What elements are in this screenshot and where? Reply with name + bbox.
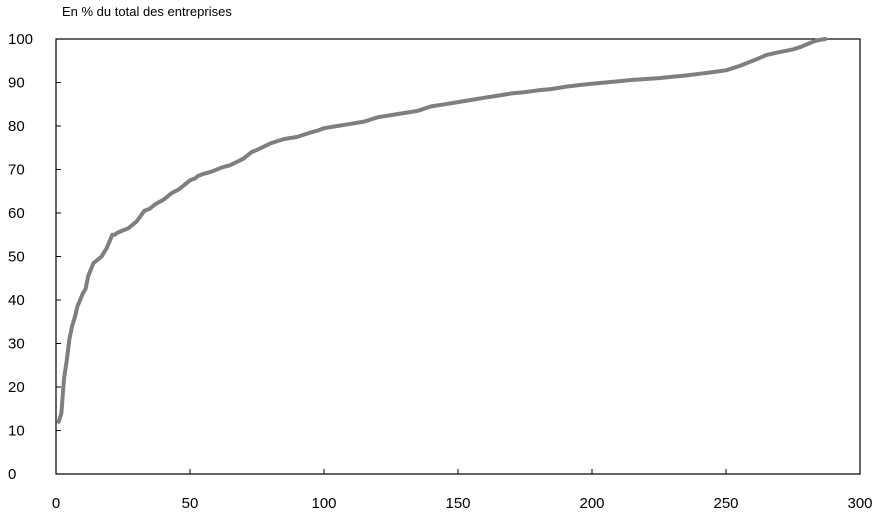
y-tick-label: 90 [8,75,25,92]
y-tick-label: 40 [8,292,25,309]
y-tick-label: 0 [8,466,16,483]
y-tick-label: 100 [8,31,33,48]
y-tick-label: 80 [8,118,25,135]
y-tick-label: 20 [8,379,25,396]
x-tick-label: 200 [579,495,604,512]
y-tick-label: 50 [8,249,25,266]
x-tick-label: 50 [182,495,199,512]
plot-frame [55,38,861,475]
x-tick-label: 250 [713,495,738,512]
x-tick-label: 100 [311,495,336,512]
series-line [56,37,828,424]
y-unit-label: En % du total des entreprises [62,4,232,19]
y-tick-label: 10 [8,423,25,440]
y-tick-label: 30 [8,336,25,353]
x-tick-label: 0 [52,495,60,512]
y-tick-label: 70 [8,162,25,179]
x-tick-label: 150 [445,495,470,512]
y-tick-label: 60 [8,205,25,222]
x-tick-label: 300 [847,495,872,512]
